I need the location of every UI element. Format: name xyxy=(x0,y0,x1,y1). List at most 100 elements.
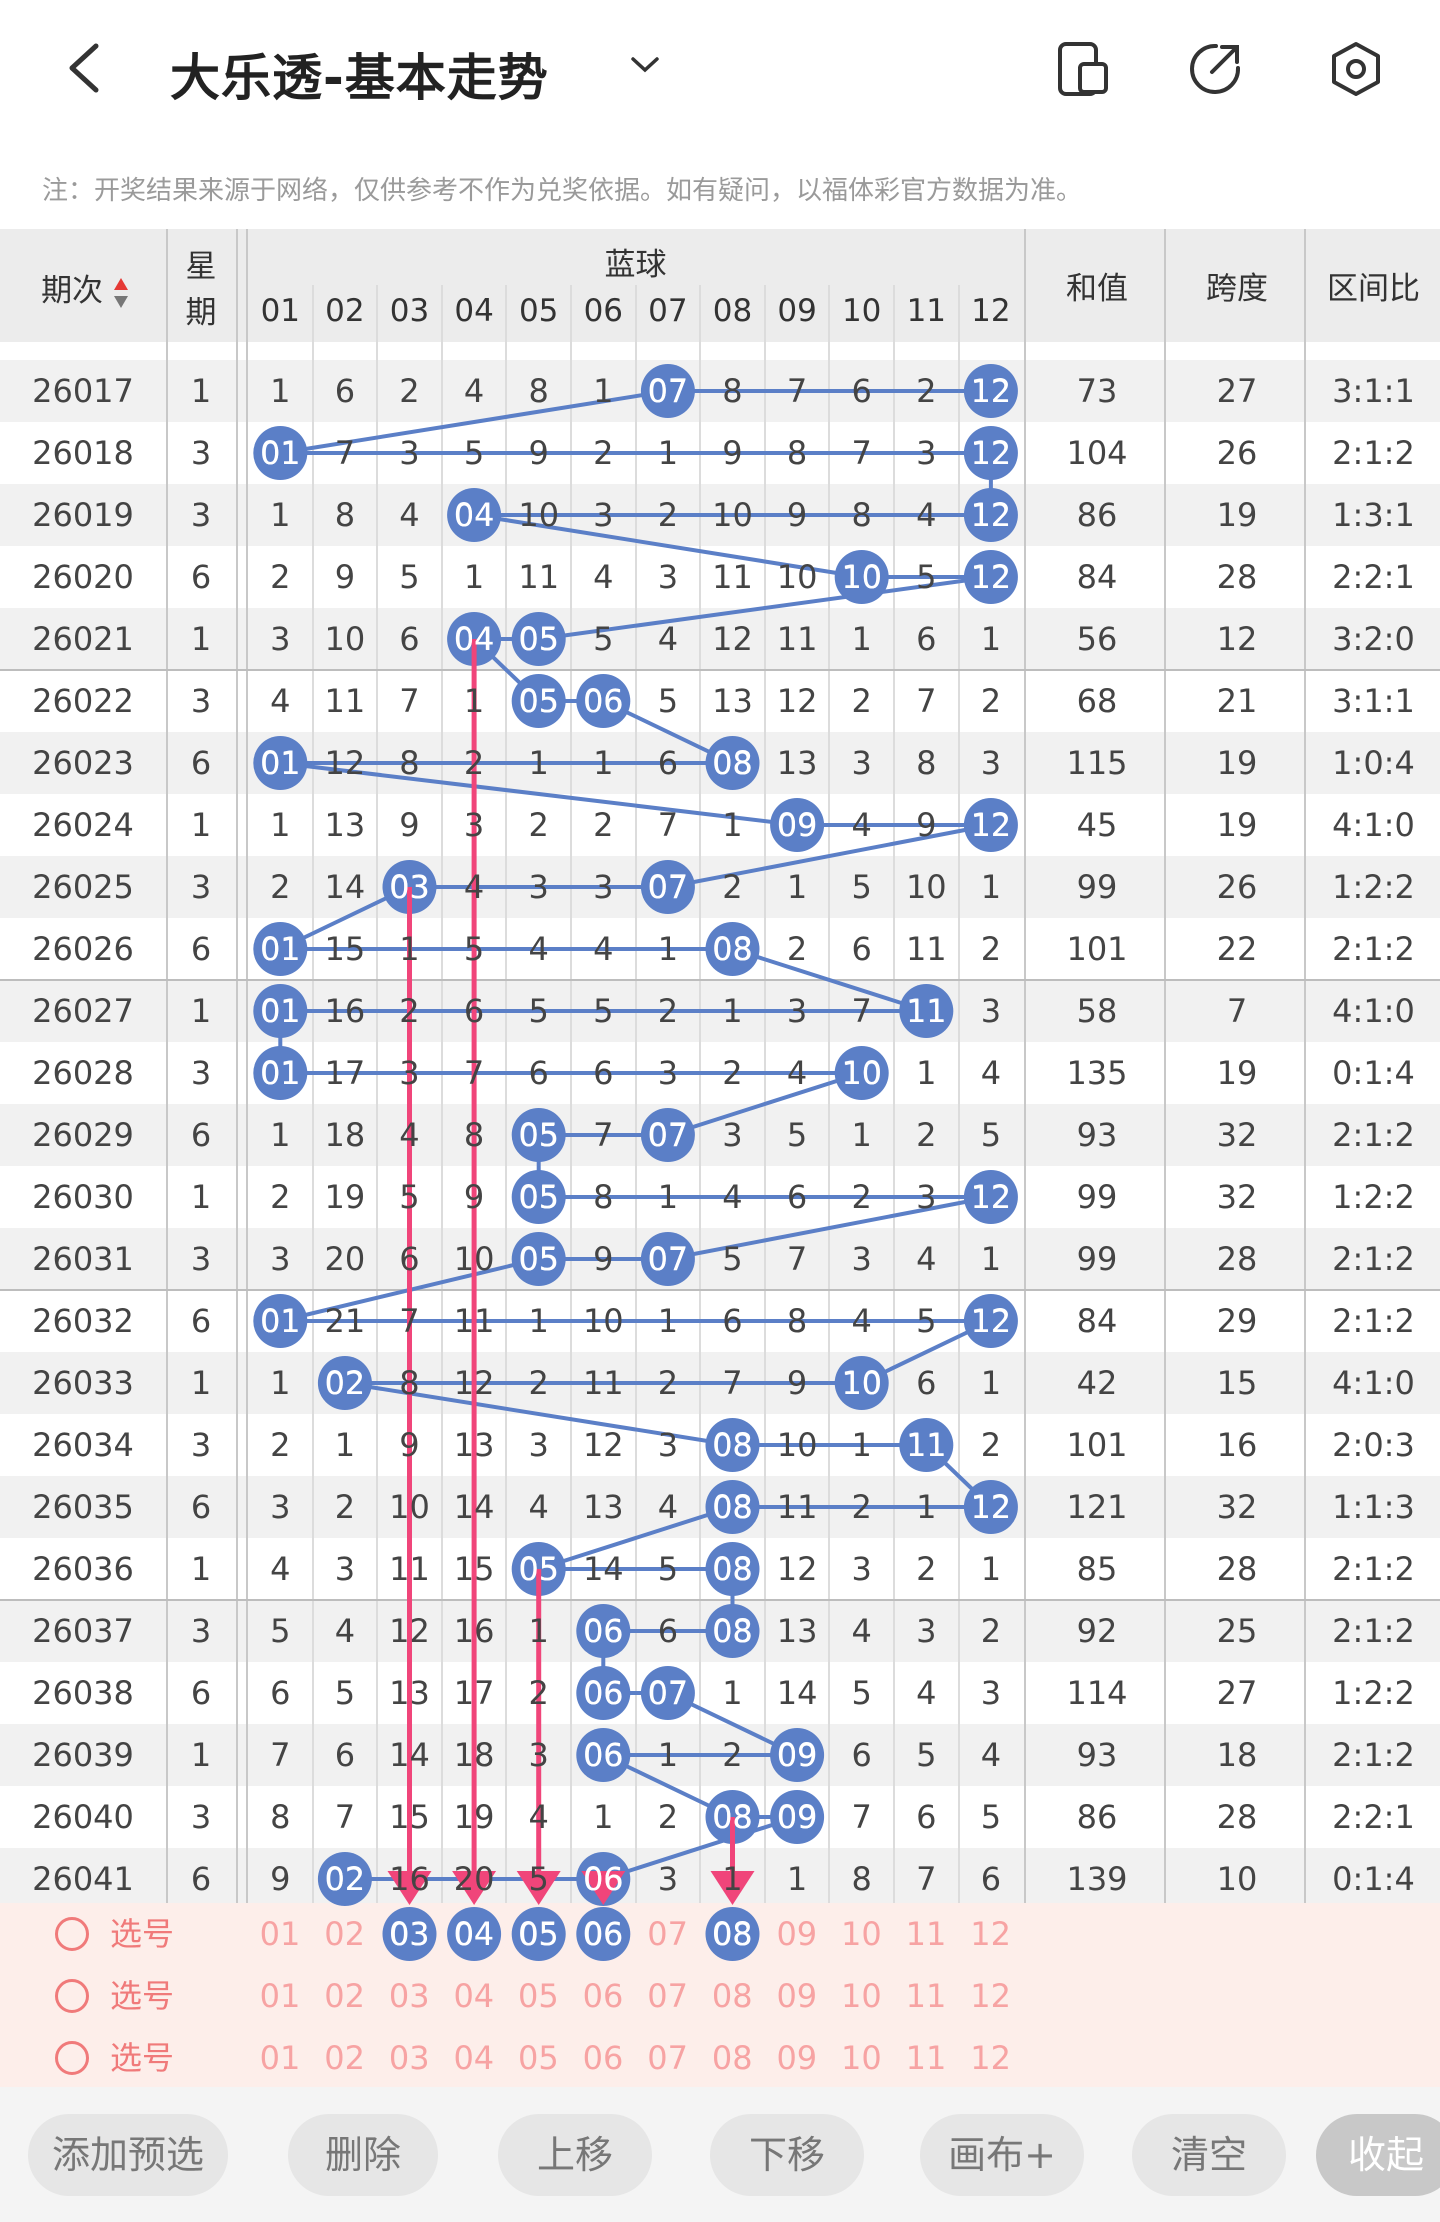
pick-number[interactable]: 04 xyxy=(453,1977,495,2015)
pick-number[interactable]: 03 xyxy=(388,2039,430,2077)
pick-label[interactable]: 选号 xyxy=(110,1977,175,2015)
bottom-toolbar: 添加预选 删除 上移 下移 画布+ 清空 收起 xyxy=(0,2087,1440,2222)
miss-count-cell: 4 xyxy=(851,806,872,844)
picked-ball[interactable] xyxy=(447,1907,502,1961)
hit-ball xyxy=(770,1728,825,1782)
pick-number[interactable]: 06 xyxy=(582,1915,624,1953)
pick-number[interactable]: 05 xyxy=(518,1915,559,1953)
pick-number[interactable]: 01 xyxy=(259,2039,301,2077)
miss-count-cell: 3 xyxy=(916,434,937,472)
pick-number[interactable]: 04 xyxy=(453,2039,495,2077)
miss-count-cell: 6 xyxy=(851,930,872,968)
miss-count-cell: 16 xyxy=(324,992,366,1030)
pick-number[interactable]: 12 xyxy=(970,1915,1011,1953)
hit-ball-number: 06 xyxy=(584,1676,623,1712)
pick-label[interactable]: 选号 xyxy=(110,2039,175,2077)
pick-number[interactable]: 08 xyxy=(711,2039,753,2077)
pick-number[interactable]: 08 xyxy=(711,1915,753,1953)
week-header-top: 星 xyxy=(185,249,217,285)
miss-count-cell: 8 xyxy=(786,434,808,472)
pick-number[interactable]: 07 xyxy=(647,2039,688,2077)
miss-count-cell: 13 xyxy=(324,806,366,844)
pick-number[interactable]: 08 xyxy=(711,1977,753,2015)
pick-number[interactable]: 10 xyxy=(841,1977,882,2015)
pick-number[interactable]: 03 xyxy=(388,1977,430,2015)
pick-number[interactable]: 09 xyxy=(776,1977,818,2015)
move-up-button[interactable]: 上移 xyxy=(498,2114,652,2196)
page-title[interactable]: 大乐透-基本走势 xyxy=(170,49,549,107)
picked-ball[interactable] xyxy=(576,1907,631,1961)
period-header[interactable]: 期次 xyxy=(30,265,140,310)
picked-ball[interactable] xyxy=(705,1907,760,1961)
pick-radio[interactable] xyxy=(55,1917,89,1951)
pick-number[interactable]: 04 xyxy=(453,1915,495,1953)
miss-count-cell: 2 xyxy=(722,868,743,906)
share-icon[interactable] xyxy=(1186,40,1244,98)
pick-number[interactable]: 01 xyxy=(259,1915,301,1953)
ratio-cell: 1:3:1 xyxy=(1332,496,1415,534)
delete-button[interactable]: 删除 xyxy=(288,2114,438,2196)
hit-ball-number: 10 xyxy=(842,1056,881,1092)
pick-number[interactable]: 01 xyxy=(259,1977,301,2015)
pick-number[interactable]: 05 xyxy=(518,1977,559,2015)
pick-number[interactable]: 02 xyxy=(324,2039,365,2077)
settings-icon[interactable] xyxy=(1327,40,1385,98)
miss-count-cell: 1 xyxy=(528,1302,549,1340)
span-cell: 28 xyxy=(1216,1240,1258,1278)
hit-ball-cell: 09 xyxy=(776,1798,818,1836)
miss-count-cell: 1 xyxy=(851,620,872,658)
miss-count-cell: 3 xyxy=(657,558,679,596)
ratio-cell: 3:1:1 xyxy=(1332,372,1415,410)
group-divider xyxy=(0,1599,1440,1601)
pick-number[interactable]: 09 xyxy=(776,2039,818,2077)
pick-label[interactable]: 选号 xyxy=(110,1915,175,1953)
hit-ball xyxy=(963,1294,1018,1348)
add-preselect-button[interactable]: 添加预选 xyxy=(28,2114,228,2196)
move-down-button[interactable]: 下移 xyxy=(710,2114,864,2196)
canvas-add-button[interactable]: 画布+ xyxy=(920,2114,1084,2196)
chevron-down-icon[interactable] xyxy=(630,55,660,75)
back-icon[interactable] xyxy=(62,42,106,94)
blue-number-header: 11 xyxy=(906,293,947,329)
pick-number[interactable]: 06 xyxy=(582,1977,624,2015)
pick-number[interactable]: 07 xyxy=(647,1977,688,2015)
hit-ball-number: 05 xyxy=(519,1242,558,1278)
pick-radio[interactable] xyxy=(55,1979,89,2013)
pick-number[interactable]: 11 xyxy=(905,2039,947,2077)
week-cell: 3 xyxy=(190,1798,212,1836)
pick-number[interactable]: 05 xyxy=(518,2039,559,2077)
pick-number[interactable]: 11 xyxy=(905,1915,947,1953)
pick-number[interactable]: 02 xyxy=(324,1977,365,2015)
pick-number[interactable]: 12 xyxy=(970,2039,1011,2077)
blue-number-header: 12 xyxy=(971,293,1011,329)
table-row: 26037 3 5 4 12 16 1 06 6 08 13 4 3 2 92 25 2:1:2 xyxy=(0,1600,1440,1662)
table-row: 26030 1 2 19 5 9 05 8 1 4 6 2 3 12 99 32 1:2:2 xyxy=(0,1166,1440,1228)
pick-number[interactable]: 07 xyxy=(647,1915,688,1953)
picked-ball[interactable] xyxy=(511,1907,566,1961)
miss-count-cell: 14 xyxy=(582,1550,624,1588)
pick-number[interactable]: 09 xyxy=(776,1915,818,1953)
miss-count-cell: 2 xyxy=(980,1612,1002,1650)
hit-ball-number: 12 xyxy=(971,1180,1010,1216)
blue-number-header: 08 xyxy=(712,293,753,329)
miss-count-cell: 2 xyxy=(657,1364,679,1402)
period-cell: 26027 xyxy=(32,992,134,1030)
hit-ball-cell: 01 xyxy=(259,1054,301,1092)
pick-number[interactable]: 10 xyxy=(841,1915,882,1953)
pick-number[interactable]: 06 xyxy=(582,2039,624,2077)
pick-number[interactable]: 03 xyxy=(388,1915,430,1953)
sum-cell: 139 xyxy=(1066,1860,1128,1898)
miss-count-cell: 10 xyxy=(453,1240,495,1278)
phone-layout-icon[interactable] xyxy=(1054,40,1112,98)
collapse-button[interactable]: 收起 xyxy=(1316,2114,1440,2196)
miss-count-cell: 1 xyxy=(980,1240,1002,1278)
clear-button[interactable]: 清空 xyxy=(1132,2114,1286,2196)
miss-count-cell: 1 xyxy=(593,744,614,782)
pick-number[interactable]: 10 xyxy=(841,2039,882,2077)
miss-count-cell: 9 xyxy=(786,1364,808,1402)
pick-number[interactable]: 02 xyxy=(324,1915,365,1953)
picked-ball[interactable] xyxy=(382,1907,437,1961)
pick-number[interactable]: 12 xyxy=(970,1977,1011,2015)
pick-radio[interactable] xyxy=(55,2041,89,2075)
pick-number[interactable]: 11 xyxy=(905,1977,947,2015)
